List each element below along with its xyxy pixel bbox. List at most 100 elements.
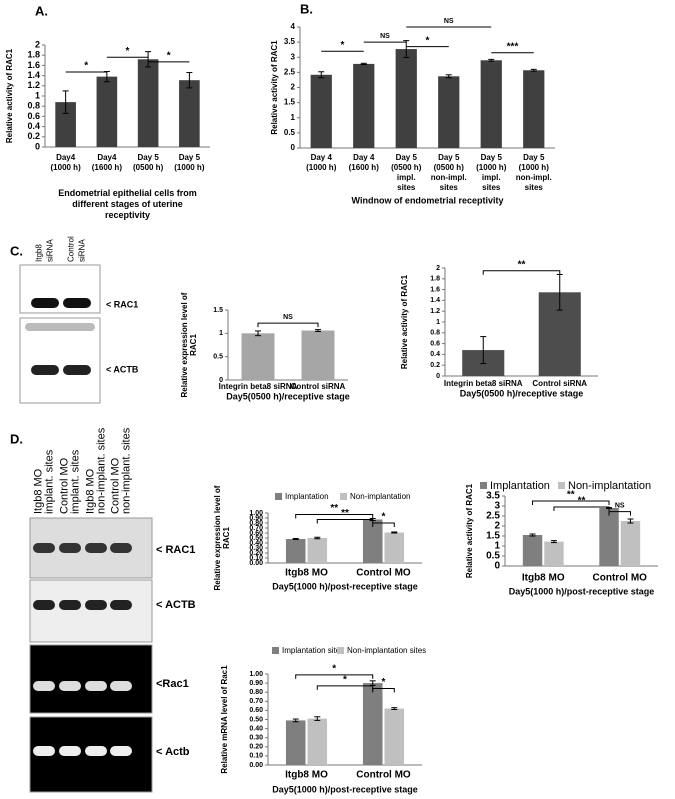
bar <box>301 330 335 380</box>
y-tick-label: 1.8 <box>27 50 40 60</box>
significance-bracket <box>295 674 374 679</box>
x-tick-label: Control siRNA <box>532 379 587 388</box>
y-tick-label: 0.40 <box>249 540 263 547</box>
blot-band <box>110 681 132 691</box>
y-axis-label: Relative activity of RAC1 <box>400 274 409 369</box>
significance-bracket <box>257 322 319 328</box>
band-label: < RAC1 <box>156 544 195 556</box>
significance-bracket <box>608 511 631 516</box>
significance-label: ** <box>341 508 349 519</box>
error-bar <box>103 71 110 83</box>
y-tick-label: 0.30 <box>249 735 263 742</box>
x-tick-label: Day 5 (1000 h) <box>174 153 205 172</box>
lane-label: Itgb8 MOimplant. sites <box>32 449 55 514</box>
y-tick-label: 3.5 <box>284 37 296 46</box>
chart-title: A. <box>35 3 48 18</box>
bar <box>384 708 405 765</box>
y-tick-label: 0.4 <box>27 121 40 131</box>
x-tick-label: Integrin beta8 siRNA <box>444 379 523 388</box>
bar <box>96 76 118 147</box>
error-bar <box>315 329 321 332</box>
error-bar <box>403 40 410 59</box>
significance-bracket <box>532 500 610 505</box>
significance-label: NS <box>444 18 454 25</box>
legend-swatch <box>558 482 565 489</box>
significance-label: * <box>167 50 171 61</box>
y-tick-label: 0.60 <box>249 707 263 714</box>
legend-label: Implantation <box>490 480 550 492</box>
significance-label: ** <box>567 490 575 501</box>
bar <box>362 683 383 765</box>
significance-label: * <box>382 512 386 523</box>
blot-band <box>59 746 81 756</box>
bar <box>438 76 460 148</box>
blot-band <box>31 365 59 375</box>
y-tick-label: 1.00 <box>249 510 263 517</box>
band-label: < RAC1 <box>106 299 138 309</box>
error-bar <box>62 90 69 114</box>
y-tick-label: 0.00 <box>249 762 263 769</box>
y-tick-label: 2 <box>494 521 500 532</box>
y-tick-label: 0.50 <box>249 716 263 723</box>
bar <box>55 102 76 147</box>
y-tick-label: 1 <box>494 541 500 552</box>
bar <box>480 60 502 148</box>
band-label: <Rac1 <box>156 678 189 690</box>
y-tick-label: 2 <box>436 265 440 272</box>
x-tick-label: Itgb8 MO <box>522 573 565 584</box>
significance-label: ** <box>518 259 526 270</box>
significance-label: * <box>382 677 386 688</box>
significance-label: * <box>426 35 430 46</box>
y-tick-label: 3 <box>291 52 296 61</box>
y-tick-label: 0.10 <box>249 555 263 562</box>
lane-label: Itgb8 siRNA <box>35 239 55 262</box>
significance-bracket <box>482 270 561 275</box>
bar <box>384 532 405 563</box>
y-tick-label: 0 <box>436 373 440 380</box>
legend-swatch <box>272 647 279 654</box>
y-tick-label: 0.2 <box>27 131 40 141</box>
significance-bracket <box>553 506 610 511</box>
bar <box>353 63 375 148</box>
error-bar <box>488 58 495 62</box>
y-tick-label: 0.8 <box>27 101 40 111</box>
legend-swatch <box>275 493 282 500</box>
blot-band <box>63 298 91 308</box>
x-axis-label: Day5(1000 h)/post-receptive stage <box>509 586 655 596</box>
y-tick-label: 0 <box>219 377 223 384</box>
x-tick-label: Day 5 (1000 h) impl. sites <box>476 153 507 192</box>
y-tick-label: 1 <box>35 90 40 100</box>
significance-label: * <box>126 46 130 57</box>
error-bar <box>480 336 487 365</box>
y-tick-label: 0.5 <box>284 128 296 137</box>
blot-band <box>25 323 95 331</box>
blot-band <box>110 746 132 756</box>
y-tick-label: 1.4 <box>27 70 40 80</box>
y-axis-label: Relative expression level ofRAC1 <box>180 292 198 397</box>
blot-band <box>33 746 55 756</box>
bar <box>620 521 641 566</box>
y-tick-label: 1.5 <box>284 98 296 107</box>
x-axis-label: Day5(0500 h)/receptive stage <box>226 391 350 401</box>
legend-label: Non-implantation sites <box>347 646 426 655</box>
y-tick-label: 0.20 <box>249 744 263 751</box>
y-tick-label: 0.2 <box>430 362 440 369</box>
bar <box>137 59 159 147</box>
error-bar <box>391 707 398 710</box>
y-tick-label: 1 <box>219 330 223 337</box>
bar <box>241 333 275 380</box>
y-tick-label: 0.5 <box>486 551 500 562</box>
y-axis-label: Relative expression level ofRAC1 <box>213 485 231 590</box>
error-bar <box>360 62 367 66</box>
error-bar <box>292 538 299 540</box>
error-bar <box>145 51 152 68</box>
significance-bracket <box>316 685 374 690</box>
significance-label: * <box>341 40 345 51</box>
x-tick-label: Control MO <box>356 568 411 579</box>
significance-label: NS <box>380 33 390 40</box>
y-tick-label: 0.6 <box>27 111 40 121</box>
error-bar <box>255 330 261 337</box>
y-tick-label: 0.10 <box>249 753 263 760</box>
bar <box>523 70 545 148</box>
x-tick-label: Day 4 (1000 h) <box>306 153 337 172</box>
